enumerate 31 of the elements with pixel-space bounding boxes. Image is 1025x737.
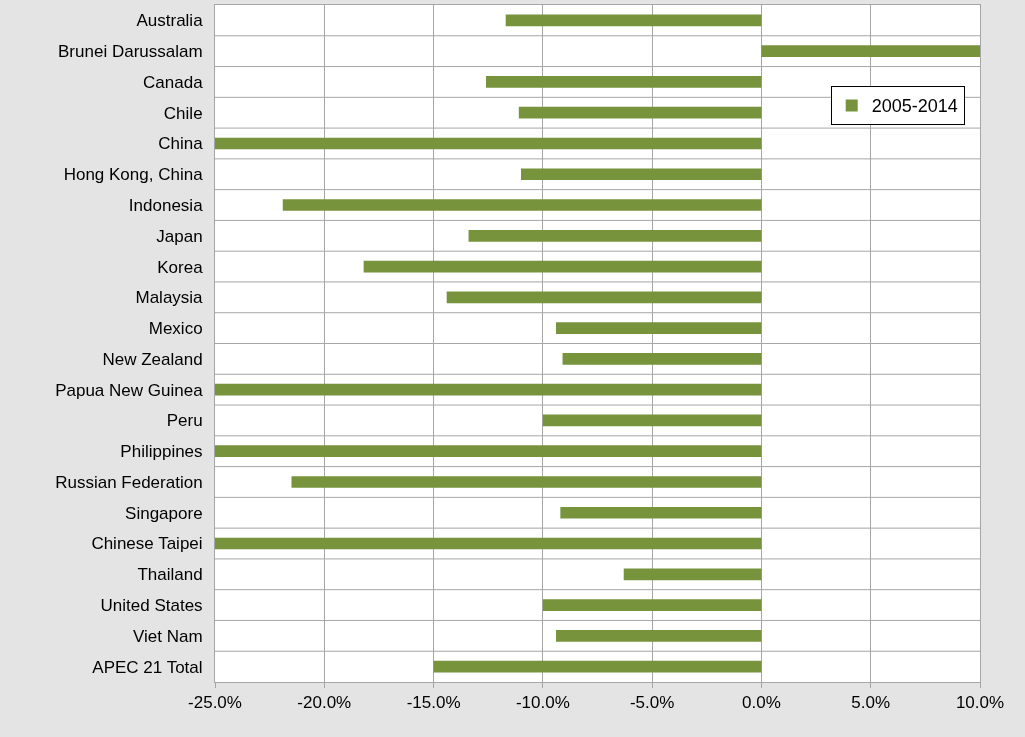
y-tick-label: Korea [157,257,204,277]
y-tick-label: Thailand [137,565,203,585]
y-tick-label: Viet Nam [132,626,203,646]
y-tick-label: Philippines [120,442,203,462]
x-tick-label: -20.0% [297,693,352,713]
x-tick-label: -5.0% [629,693,675,713]
y-tick-label: Papua New Guinea [55,380,204,400]
y-tick-label: Malaysia [135,288,204,308]
y-tick-label: Hong Kong, China [63,165,204,185]
y-tick-label: Singapore [125,503,203,523]
legend-label: 2005-2014 [871,96,958,117]
y-tick-label: United States [100,596,203,616]
y-tick-label: New Zealand [102,349,203,369]
y-tick-label: Chile [163,103,203,123]
y-tick-label: Peru [166,411,203,431]
y-tick-label: Chinese Taipei [91,534,203,554]
x-tick-label: 5.0% [851,693,891,713]
y-tick-label: Indonesia [128,195,204,215]
x-tick-label: -10.0% [515,693,570,713]
x-tick-label: -15.0% [406,693,461,713]
y-tick-label: Australia [136,11,204,31]
y-tick-label: Canada [143,72,204,92]
y-tick-label: Brunei Darussalam [58,42,203,62]
x-tick-label: 10.0% [955,693,1005,713]
y-tick-label: Russian Federation [55,472,203,492]
y-tick-label: Japan [156,226,203,246]
x-tick-label: 0.0% [742,693,781,713]
y-tick-label: APEC 21 Total [92,657,203,677]
y-tick-label: China [158,134,204,154]
y-tick-label: Mexico [148,319,203,339]
x-tick-label: -25.0% [188,693,242,713]
